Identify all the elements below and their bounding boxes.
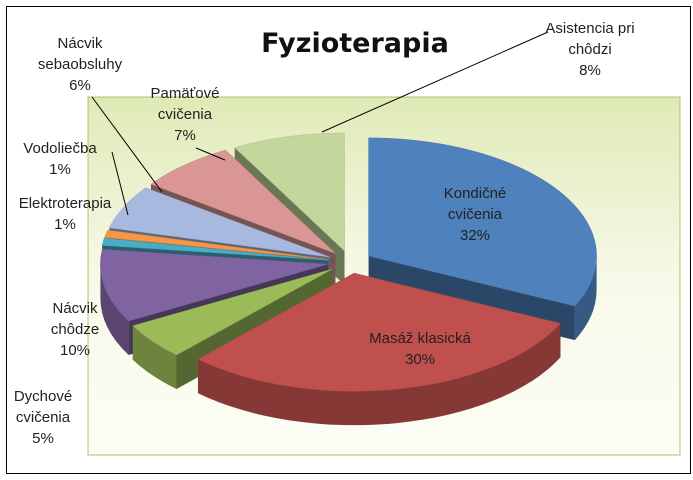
category-label: Nácvik chôdze (50, 300, 100, 338)
category-label: Nácvik sebaobsluhy (37, 35, 123, 73)
value-label: 7% (174, 127, 196, 144)
slice-wall (132, 325, 177, 389)
leader-line (321, 31, 549, 133)
slice-label: Nácvik chôdze 10% (40, 298, 110, 361)
category-label: Masáž klasická (369, 330, 471, 347)
slice-label: Dychové cvičenia 5% (8, 386, 78, 449)
slice-label: Elektroterapia 1% (10, 193, 120, 235)
value-label: 1% (49, 161, 71, 178)
chart-frame (6, 6, 691, 474)
slice-label: Nácvik sebaobsluhy 6% (25, 33, 135, 96)
slice-label: Pamäťové cvičenia 7% (135, 83, 235, 146)
value-label: 8% (579, 62, 601, 79)
slice (197, 272, 561, 392)
slice (368, 137, 597, 307)
category-label: Elektroterapia (18, 195, 112, 212)
category-label: Asistencia pri chôdzi (545, 20, 635, 58)
leader-line (195, 147, 226, 161)
leader-line (91, 96, 163, 193)
value-label: 1% (54, 216, 76, 233)
slice (104, 229, 329, 260)
leader-line (111, 151, 129, 216)
slice-label: Vodoliečba 1% (15, 138, 105, 180)
slice (100, 249, 329, 322)
value-label: 30% (404, 351, 436, 368)
slice (108, 187, 331, 258)
slice-wall (198, 323, 561, 426)
category-label: Kondičné cvičenia (443, 185, 507, 223)
slice (234, 132, 345, 252)
value-label: 10% (59, 342, 91, 359)
slice-label: Kondičné cvičenia 32% (425, 183, 525, 246)
category-label: Vodoliečba (23, 140, 97, 157)
slice-wall (100, 264, 129, 355)
slice-label: Masáž klasická 30% (340, 328, 500, 370)
value-label: 6% (69, 77, 91, 94)
value-label: 5% (32, 430, 54, 447)
slice-wall (574, 255, 597, 341)
chart-title: Fyzioterapia (261, 28, 449, 59)
category-label: Dychové cvičenia (13, 388, 73, 426)
category-label: Pamäťové cvičenia (150, 85, 220, 123)
value-label: 32% (459, 227, 491, 244)
slice (101, 237, 329, 261)
slice (132, 268, 333, 356)
slice-label: Asistencia pri chôdzi 8% (535, 18, 645, 81)
slice (150, 149, 336, 254)
